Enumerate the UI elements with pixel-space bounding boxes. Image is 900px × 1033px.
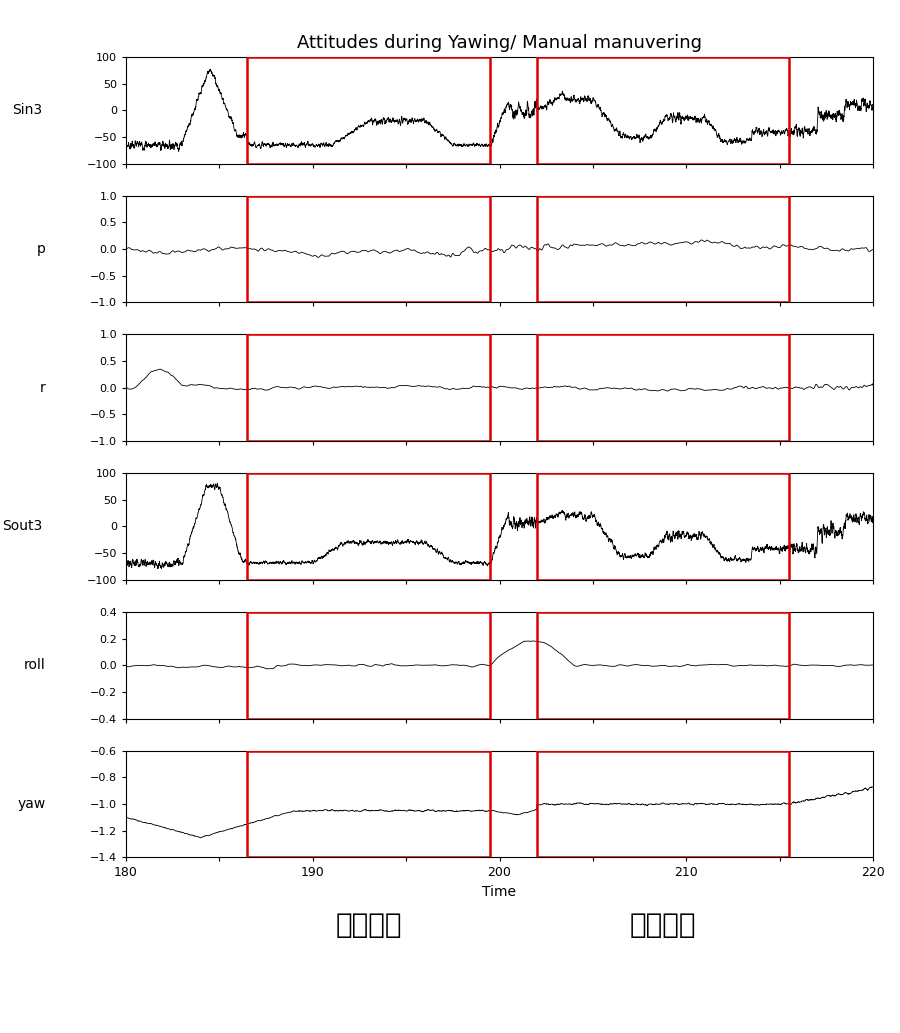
Bar: [248, 612, 491, 719]
Bar: [248, 57, 491, 163]
Bar: [248, 195, 491, 303]
Y-axis label: yaw: yaw: [17, 797, 45, 811]
Bar: [248, 751, 491, 857]
Y-axis label: r: r: [40, 381, 46, 395]
Bar: [537, 751, 789, 857]
Text: 전진비행: 전진비행: [336, 910, 402, 939]
Bar: [537, 612, 789, 719]
Bar: [248, 335, 491, 441]
X-axis label: Time: Time: [482, 885, 517, 899]
Y-axis label: Sout3: Sout3: [2, 520, 42, 533]
Y-axis label: Sin3: Sin3: [12, 103, 42, 117]
Title: Attitudes during Yawing/ Manual manuvering: Attitudes during Yawing/ Manual manuveri…: [297, 34, 702, 53]
Bar: [248, 473, 491, 580]
Bar: [537, 473, 789, 580]
Y-axis label: roll: roll: [23, 658, 45, 672]
Bar: [537, 57, 789, 163]
Text: 후진비행: 후진비행: [630, 910, 697, 939]
Bar: [537, 335, 789, 441]
Y-axis label: p: p: [37, 242, 46, 256]
Bar: [537, 195, 789, 303]
